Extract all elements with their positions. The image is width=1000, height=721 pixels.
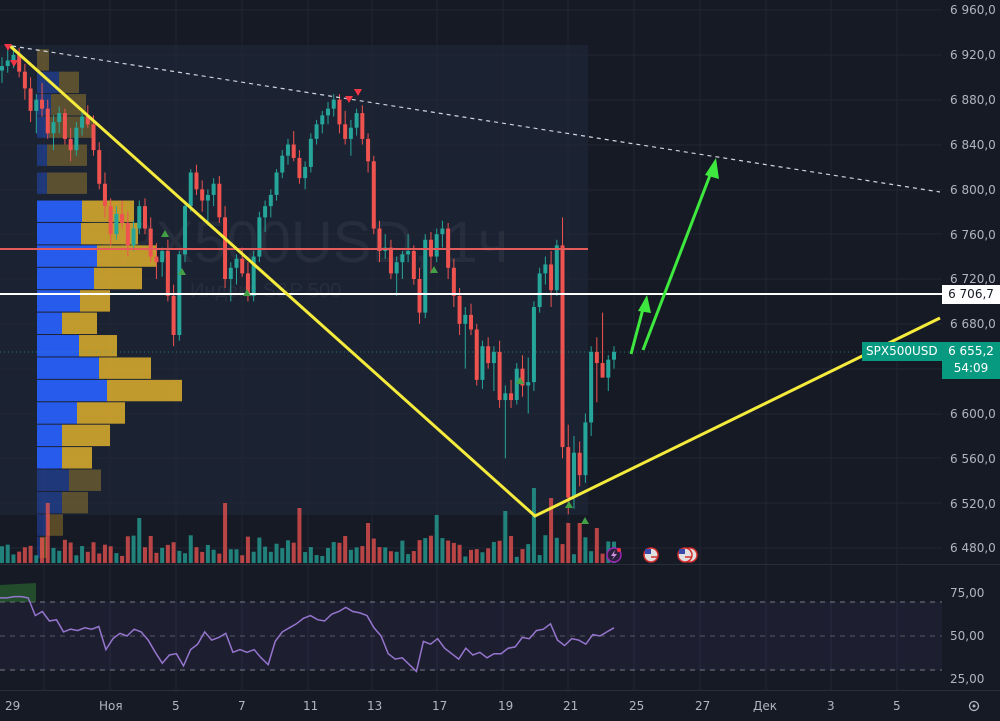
date-label: Ноя: [99, 699, 123, 713]
green-arrow-short[interactable]: [629, 295, 651, 355]
last-price-value: 6 655,2: [948, 344, 994, 358]
price-label: 6 760,0: [950, 228, 996, 242]
buy-signal-icon: [565, 501, 573, 508]
time-axis[interactable]: 29 Ноя 5 7 11 13 17 19 21 25 27 Дек 3 5: [5, 699, 901, 713]
symbol-description-watermark: Индекс S&P 500: [190, 280, 341, 302]
buy-signal-icon: [581, 517, 589, 524]
sell-signal-icon: [10, 60, 18, 67]
rsi-axis[interactable]: 75,00 50,00 25,00: [950, 586, 984, 686]
rsi-label: 25,00: [950, 672, 984, 686]
date-label: 21: [563, 699, 578, 713]
price-label: 6 480,0: [950, 541, 996, 555]
rsi-overbought-fill: [0, 583, 36, 602]
volume-histogram: [0, 488, 616, 563]
date-label: 11: [303, 699, 318, 713]
buy-signal-icon: [430, 266, 438, 273]
price-label: 6 520,0: [950, 497, 996, 511]
date-label: 25: [629, 699, 644, 713]
date-label: Дек: [753, 699, 777, 713]
rsi-label: 75,00: [950, 586, 984, 600]
bar-countdown: 54:09: [953, 361, 989, 375]
horizontal-line-price-tag: 6 706,7: [942, 285, 1000, 304]
green-arrow-long[interactable]: [641, 158, 719, 351]
sell-signal-icon: [345, 96, 353, 103]
rsi-line: [0, 595, 615, 673]
price-label: 6 720,0: [950, 272, 996, 286]
sell-signal-icon: [354, 89, 362, 96]
buy-signal-icon: [178, 268, 186, 275]
us-flag-event-icon[interactable]: [677, 547, 698, 563]
us-flag-event-icon[interactable]: [643, 547, 659, 563]
price-label: 6 680,0: [950, 317, 996, 331]
price-axis[interactable]: 6 960,0 6 920,0 6 880,0 6 840,0 6 800,0 …: [950, 3, 996, 555]
date-label: 7: [238, 699, 246, 713]
date-label: 17: [432, 699, 447, 713]
price-label: 6 880,0: [950, 93, 996, 107]
buy-signal-icon: [161, 230, 169, 237]
buy-signal-icon: [516, 377, 524, 384]
date-label: 5: [893, 699, 901, 713]
date-label: 5: [172, 699, 180, 713]
price-label: 6 800,0: [950, 183, 996, 197]
symbol-price-label: SPX500USD: [862, 342, 942, 361]
yellow-v-trendline[interactable]: [8, 44, 941, 518]
settings-icon[interactable]: [968, 700, 980, 712]
sell-signal-icon: [4, 44, 12, 51]
date-label: 19: [498, 699, 513, 713]
signal-markers: [4, 44, 589, 524]
price-label: 6 560,0: [950, 452, 996, 466]
last-price-tag: 6 655,2 54:09: [942, 342, 1000, 379]
buy-signal-icon: [243, 289, 251, 296]
date-label: 3: [827, 699, 835, 713]
price-label: 6 840,0: [950, 138, 996, 152]
rsi-label: 50,00: [950, 629, 984, 643]
date-label: 27: [695, 699, 710, 713]
date-label: 13: [367, 699, 382, 713]
flash-event-icon[interactable]: [606, 547, 622, 563]
price-label: 6 920,0: [950, 48, 996, 62]
price-label: 6 600,0: [950, 407, 996, 421]
date-label: 29: [5, 699, 20, 713]
price-label: 6 960,0: [950, 3, 996, 17]
